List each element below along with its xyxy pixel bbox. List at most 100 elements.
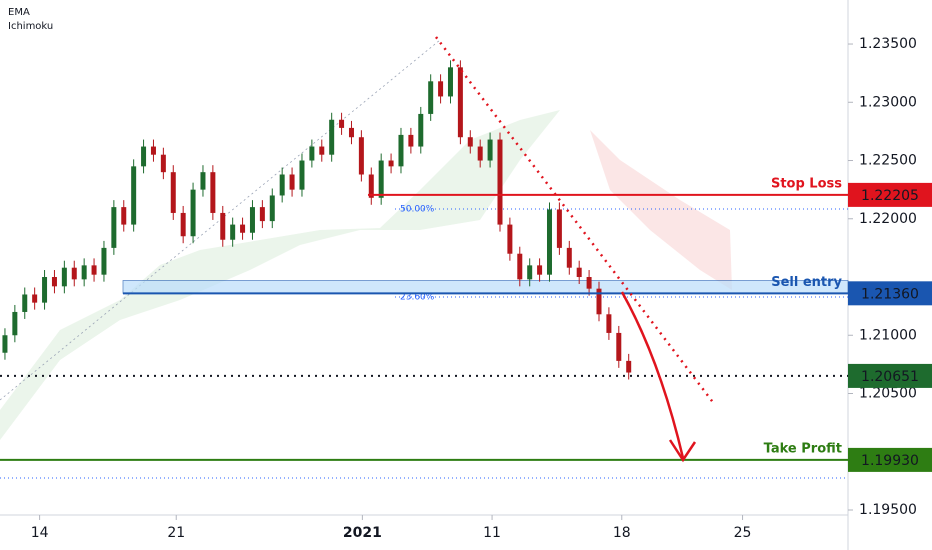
price-tag-label: 1.19930 xyxy=(861,453,919,469)
arrow xyxy=(620,291,685,459)
candle-body xyxy=(457,67,463,138)
candle-body xyxy=(269,195,275,222)
candle-body xyxy=(517,253,523,280)
price-tag xyxy=(848,363,932,388)
candle-body xyxy=(319,146,325,155)
y-tick-label: 1.23000 xyxy=(859,94,917,110)
candle-body xyxy=(160,154,166,173)
candle-body xyxy=(487,139,493,161)
candle-body xyxy=(299,160,305,190)
price-tag-label: 1.22205 xyxy=(861,188,919,204)
candle-body xyxy=(527,265,533,280)
candle-body xyxy=(279,174,285,196)
indicator-label: EMA xyxy=(8,7,30,18)
x-tick-label: 14 xyxy=(31,525,49,541)
price-tag xyxy=(848,447,932,472)
candle-body xyxy=(348,127,354,138)
y-tick-label: 1.22000 xyxy=(859,211,917,227)
candle-body xyxy=(606,314,612,333)
y-tick-label: 1.22500 xyxy=(859,153,917,169)
candle-body xyxy=(71,267,77,280)
candle-body xyxy=(240,224,246,233)
candle-body xyxy=(22,294,28,312)
candle-body xyxy=(131,166,137,225)
candle-body xyxy=(12,311,18,336)
candle-body xyxy=(101,247,107,275)
candle-body xyxy=(497,139,503,225)
candle-body xyxy=(576,267,582,278)
candle-body xyxy=(121,207,127,225)
candle-body xyxy=(566,247,572,268)
sell-zone xyxy=(122,280,849,294)
candle-body xyxy=(358,137,364,175)
cloud-green xyxy=(0,110,560,440)
candle-body xyxy=(170,172,176,213)
candle-body xyxy=(378,160,384,198)
level-label: Sell entry xyxy=(771,275,842,290)
candle-body xyxy=(408,134,414,147)
candle-body xyxy=(42,277,48,303)
candle-body xyxy=(2,335,8,353)
candle-body xyxy=(309,146,315,161)
level-label: Take Profit xyxy=(764,441,842,456)
price-tag xyxy=(848,182,932,207)
fib-label: 50.00% xyxy=(400,204,435,214)
cloud-red xyxy=(590,130,732,290)
candle-body xyxy=(141,146,147,167)
y-tick-label: 1.19500 xyxy=(859,502,917,518)
candle-body xyxy=(220,212,226,240)
price-tag xyxy=(848,281,932,306)
candle-body xyxy=(537,265,543,275)
candle-body xyxy=(586,277,592,289)
candle-body xyxy=(596,288,602,315)
candle-body xyxy=(150,146,156,155)
candle-body xyxy=(249,207,255,233)
price-tag-label: 1.20651 xyxy=(861,369,919,385)
candle-body xyxy=(339,119,345,128)
x-tick-label: 25 xyxy=(734,525,752,541)
candle-body xyxy=(180,212,186,237)
x-tick-label: 2021 xyxy=(343,525,382,541)
x-tick-label: 18 xyxy=(613,525,631,541)
arrow-head xyxy=(668,439,697,463)
candle-body xyxy=(388,160,394,167)
candle-body xyxy=(626,360,632,373)
candle-body xyxy=(368,174,374,198)
candle-body xyxy=(398,134,404,167)
candle-body xyxy=(210,172,216,213)
candle-body xyxy=(81,265,87,280)
candle-body xyxy=(61,267,67,287)
x-tick-label: 11 xyxy=(483,525,501,541)
candle-body xyxy=(91,265,97,275)
candle-body xyxy=(428,81,434,114)
candle-body xyxy=(556,209,562,248)
candle-body xyxy=(418,113,424,147)
candle-body xyxy=(200,172,206,190)
candle-body xyxy=(447,67,453,97)
candle-body xyxy=(616,332,622,361)
fib-label: 23.60% xyxy=(400,293,435,303)
candle-body xyxy=(438,81,444,97)
indicator-label: Ichimoku xyxy=(8,21,53,32)
candle-body xyxy=(51,277,57,287)
candle-body xyxy=(111,207,117,248)
candle-body xyxy=(329,119,335,155)
candle-body xyxy=(230,224,236,240)
x-tick-label: 21 xyxy=(167,525,185,541)
candle-body xyxy=(477,146,483,161)
candle-body xyxy=(507,224,513,254)
candle-body xyxy=(190,189,196,237)
candle-body xyxy=(289,174,295,190)
fib-trend xyxy=(0,39,441,401)
y-tick-label: 1.20500 xyxy=(859,386,917,402)
ichimoku-cloud xyxy=(0,110,732,440)
y-tick-label: 1.21000 xyxy=(859,327,917,343)
candle-body xyxy=(32,294,38,303)
y-tick-label: 1.23500 xyxy=(859,36,917,52)
candle-body xyxy=(467,137,473,147)
candle-body xyxy=(546,209,552,275)
candle-body xyxy=(259,207,265,222)
level-label: Stop Loss xyxy=(771,176,842,191)
price-tag-label: 1.21360 xyxy=(861,286,919,302)
